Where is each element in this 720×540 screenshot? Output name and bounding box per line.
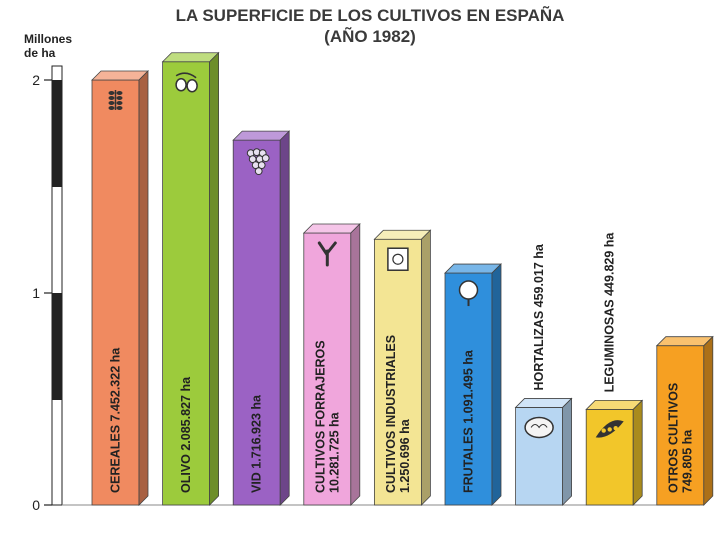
bar-front [232,139,281,506]
bar-9: OTROS CULTIVOS 749.805 ha [655,335,714,506]
bar-side [420,229,431,506]
bar-side [350,223,361,506]
tree-icon [458,280,479,307]
y-tick-label: 2 [32,72,40,88]
bar-label: VID 1.716.923 ha [250,394,264,493]
y-tick-label: 0 [32,497,40,513]
bar-top [655,336,714,347]
bar-top [161,52,220,63]
bar-6: FRUTALES 1.091.495 ha [444,263,502,506]
bar-top [585,400,644,410]
bar-side [632,399,643,506]
sack-icon [387,247,409,271]
bar-label: 749.805 ha [680,429,694,493]
bar-side [279,130,290,506]
y-axis-segment [52,80,62,187]
bars-group: CEREALES 7.452.322 ha OLIVO 2.085.827 ha V… [91,51,714,506]
bar-7: HORTALIZAS 459.017 ha [514,243,573,506]
pea-pod-icon [595,420,624,438]
bar-2: OLIVO 2.085.827 ha [161,51,220,506]
bar-top [514,398,573,408]
y-axis-label-line2: de ha [24,46,56,60]
bar-top [302,223,361,234]
bar-label: OTROS CULTIVOS [666,383,680,493]
bar-front [444,272,493,506]
y-axis-bar [51,65,63,506]
bar-label: HORTALIZAS 459.017 ha [532,243,546,390]
olive-icon [175,72,198,93]
bar-top [444,263,502,274]
bar-8: LEGUMINOSAS 449.829 ha [585,232,644,506]
bar-side [703,335,714,506]
bar-5: CULTIVOS INDUSTRIALES 1.250.696 ha [373,229,432,506]
bar-front [373,238,422,506]
chart-title: LA SUPERFICIE DE LOS CULTIVOS EN ESPAÑA [176,5,565,25]
bar-label: 1.250.696 ha [398,418,412,493]
bar-front [303,232,352,506]
bar-label: OLIVO 2.085.827 ha [179,376,193,493]
bar-front [162,61,211,506]
bar-side [562,397,572,506]
bar-top [91,70,149,81]
wheat-icon [108,90,123,110]
chart-subtitle: (AÑO 1982) [324,26,416,46]
bar-1: CEREALES 7.452.322 ha [91,70,149,506]
forage-icon [317,241,337,267]
y-axis-segment [52,293,62,400]
grapes-icon [246,148,270,176]
bar-3: VID 1.716.923 ha [232,130,291,506]
bar-side [491,263,502,506]
bar-side [138,70,149,506]
bar-label: CULTIVOS INDUSTRIALES [384,335,398,493]
bar-label: 10.281.725 ha [327,411,341,493]
bar-side [209,51,220,506]
bar-top [373,229,432,240]
lettuce-icon [524,416,554,439]
bar-label: FRUTALES 1.091.495 ha [462,349,476,493]
bar-top [232,130,291,141]
bar-front [656,345,705,506]
y-axis-label-line1: Millones [24,32,72,46]
y-tick-label: 1 [32,285,40,301]
bar-label: CULTIVOS FORRAJEROS [313,340,327,493]
bar-4: CULTIVOS FORRAJEROS 10.281.725 ha [302,223,361,506]
bar-label: LEGUMINOSAS 449.829 ha [603,232,617,393]
bar-label: CEREALES 7.452.322 ha [109,347,123,493]
